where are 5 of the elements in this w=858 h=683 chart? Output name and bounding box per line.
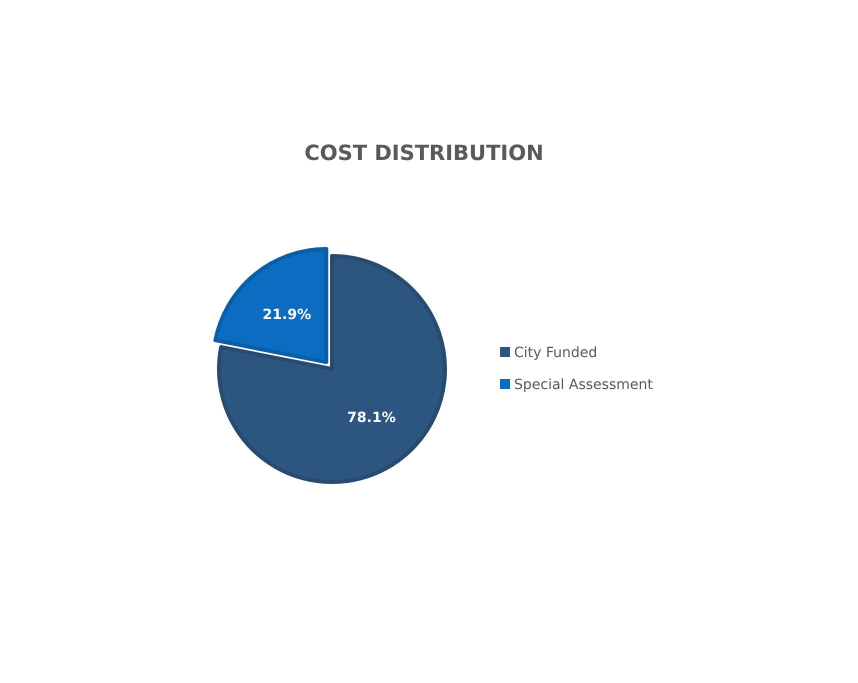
- data-label: 78.1%: [347, 410, 396, 426]
- legend-label: City Funded: [514, 345, 598, 361]
- legend-label: Special Assessment: [514, 377, 654, 393]
- chart-title: COST DISTRIBUTION: [304, 141, 544, 165]
- data-label: 21.9%: [262, 307, 312, 324]
